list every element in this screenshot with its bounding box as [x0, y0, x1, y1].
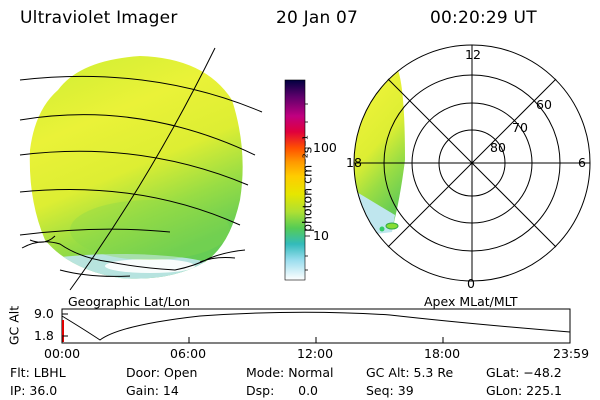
colorbar-tick-10: 10 — [313, 228, 329, 243]
lat-label-80: 80 — [490, 140, 506, 155]
info-mode: Mode: Normal — [246, 365, 334, 380]
time-label: 00:20:29 UT — [430, 8, 537, 28]
info-dsp: Dsp: 0.0 — [246, 383, 319, 398]
orbit-xtick-2359: 23:59 — [553, 346, 590, 361]
orbit-ytick-9: 9.0 — [34, 306, 54, 321]
info-gain: Gain: 14 — [126, 383, 179, 398]
geographic-label: Geographic Lat/Lon — [68, 294, 190, 309]
lat-label-60: 60 — [536, 97, 552, 112]
orbit-ytick-1-8: 1.8 — [34, 328, 54, 343]
orbit-xtick-1200: 12:00 — [297, 346, 334, 361]
info-gc-alt: GC Alt: 5.3 Re — [366, 365, 454, 380]
info-glon: GLon: 225.1 — [486, 383, 562, 398]
info-glat: GLat: −48.2 — [486, 365, 562, 380]
orbit-xtick-0600: 06:00 — [170, 346, 207, 361]
orbit-ylabel: GC Alt — [6, 305, 22, 346]
apex-label: Apex MLat/MLT — [424, 294, 518, 309]
info-seq: Seq: 39 — [366, 383, 414, 398]
orbit-xtick-0000: 00:00 — [44, 346, 81, 361]
polar-plot — [353, 44, 591, 282]
colorbar — [284, 79, 306, 281]
date-label: 20 Jan 07 — [276, 8, 359, 28]
lat-label-70: 70 — [512, 120, 528, 135]
mlt-label-18: 18 — [346, 155, 362, 170]
info-ip: IP: 36.0 — [10, 383, 58, 398]
colorbar-tick-100: 100 — [313, 140, 337, 155]
mlt-label-6: 6 — [578, 155, 586, 170]
orbit-xtick-1800: 18:00 — [424, 346, 461, 361]
mlt-label-0: 0 — [467, 276, 475, 291]
info-door: Door: Open — [126, 365, 198, 380]
colorbar-label: photon cm⁻²s⁻¹ — [299, 135, 315, 232]
app-title: Ultraviolet Imager — [20, 8, 178, 28]
info-filter: Flt: LBHL — [10, 365, 66, 380]
orbit-plot — [61, 308, 571, 344]
earth-image — [19, 47, 263, 291]
mlt-label-12: 12 — [465, 47, 481, 62]
